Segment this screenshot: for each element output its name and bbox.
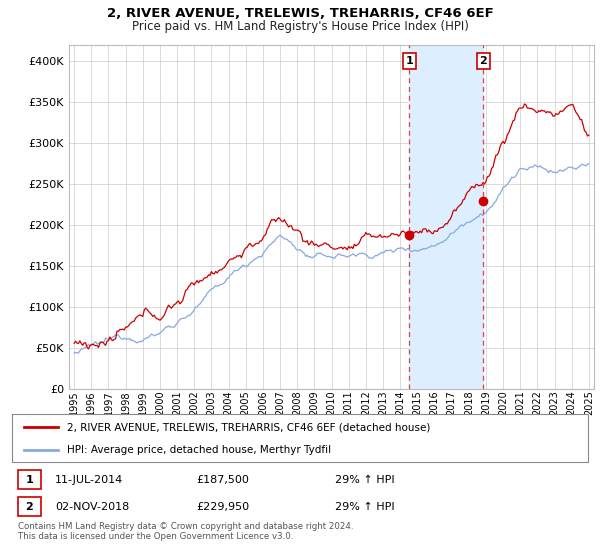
Text: £229,950: £229,950 bbox=[196, 502, 250, 512]
Text: 02-NOV-2018: 02-NOV-2018 bbox=[55, 502, 130, 512]
Text: 2, RIVER AVENUE, TRELEWIS, TREHARRIS, CF46 6EF (detached house): 2, RIVER AVENUE, TRELEWIS, TREHARRIS, CF… bbox=[67, 422, 430, 432]
Text: 2, RIVER AVENUE, TRELEWIS, TREHARRIS, CF46 6EF: 2, RIVER AVENUE, TRELEWIS, TREHARRIS, CF… bbox=[107, 7, 493, 20]
Text: £187,500: £187,500 bbox=[196, 475, 249, 485]
FancyBboxPatch shape bbox=[12, 414, 588, 462]
FancyBboxPatch shape bbox=[18, 470, 41, 489]
Text: 1: 1 bbox=[25, 475, 33, 485]
Text: 29% ↑ HPI: 29% ↑ HPI bbox=[335, 502, 394, 512]
Bar bbox=[409, 45, 483, 389]
Text: Contains HM Land Registry data © Crown copyright and database right 2024.
This d: Contains HM Land Registry data © Crown c… bbox=[18, 522, 353, 542]
Text: 2: 2 bbox=[25, 502, 33, 512]
Text: 11-JUL-2014: 11-JUL-2014 bbox=[55, 475, 124, 485]
Text: 1: 1 bbox=[406, 56, 413, 66]
Text: HPI: Average price, detached house, Merthyr Tydfil: HPI: Average price, detached house, Mert… bbox=[67, 445, 331, 455]
Text: 2: 2 bbox=[479, 56, 487, 66]
Text: Price paid vs. HM Land Registry's House Price Index (HPI): Price paid vs. HM Land Registry's House … bbox=[131, 20, 469, 32]
FancyBboxPatch shape bbox=[18, 497, 41, 516]
Text: 29% ↑ HPI: 29% ↑ HPI bbox=[335, 475, 394, 485]
